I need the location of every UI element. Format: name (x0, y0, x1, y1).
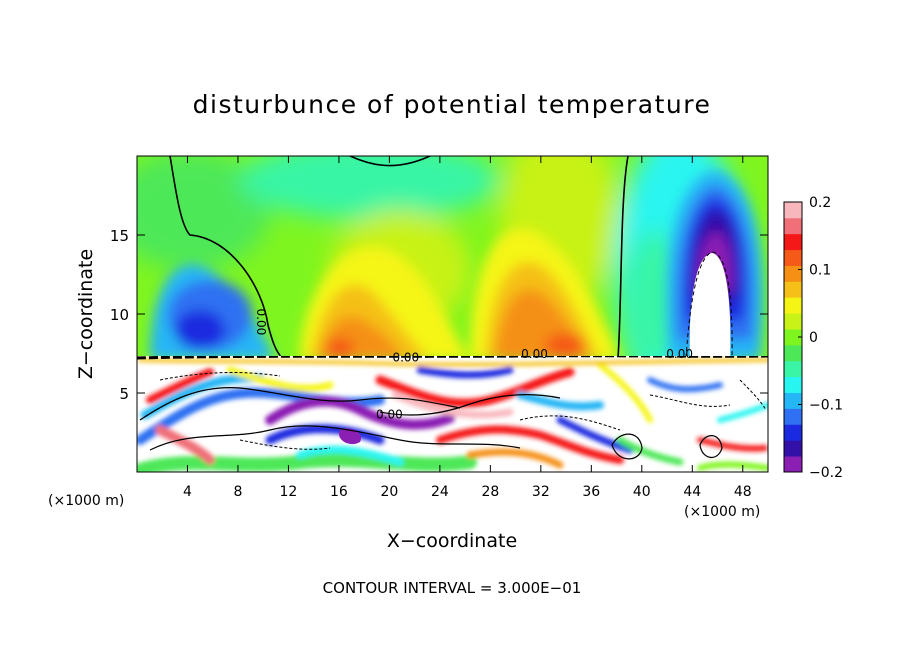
x-tick-label: 20 (380, 484, 398, 500)
x-axis: 4 8 12 16 20 24 28 32 36 40 44 48 (183, 156, 752, 500)
colorbar-swatch (784, 344, 802, 362)
upper-region (137, 156, 768, 358)
x-axis-unit-right: (×1000 m) (684, 504, 760, 520)
x-axis-unit-left: (×1000 m) (48, 493, 124, 509)
y-axis-title: Z−coordinate (75, 249, 97, 379)
x-tick-label: 28 (481, 484, 499, 500)
x-tick-label: 24 (431, 484, 449, 500)
x-tick-label: 12 (280, 484, 298, 500)
colorbar-tick-label: −0.1 (809, 398, 843, 414)
x-tick-label: 8 (233, 484, 242, 500)
contour-label: 0.00 (254, 309, 268, 336)
colorbar-swatch (784, 440, 802, 457)
contour-label: 0.00 (666, 347, 693, 361)
colorbar-swatch (784, 408, 802, 425)
x-tick-label: 44 (683, 484, 701, 500)
x-tick-label: 48 (734, 484, 752, 500)
x-tick-label: 40 (633, 484, 651, 500)
colorbar-swatch (784, 281, 802, 298)
x-tick-label: 4 (183, 484, 192, 500)
contour-label: 0.00 (521, 347, 548, 361)
contour-interval-note: CONTOUR INTERVAL = 3.000E−01 (323, 579, 582, 597)
colorbar-swatch (784, 376, 802, 393)
colorbar-swatch (784, 265, 802, 282)
colorbar-swatch (784, 329, 802, 346)
colorbar-tick-label: 0.2 (809, 195, 831, 211)
chart-title: disturbunce of potential temperature (193, 90, 712, 119)
x-tick-label: 16 (330, 484, 348, 500)
y-tick-label: 10 (110, 306, 129, 324)
colorbar-swatch (784, 249, 802, 266)
colorbar-swatch (784, 202, 802, 219)
colorbar: −0.2 −0.1 0 0.1 0.2 (783, 195, 843, 481)
heatmap-field (137, 156, 768, 472)
colorbar-tick-label: 0.1 (809, 263, 831, 279)
y-tick-label: 15 (110, 227, 129, 245)
contour-label: 0.00 (376, 407, 403, 421)
colorbar-tick-label: 0 (809, 330, 818, 346)
colorbar-swatch (784, 233, 802, 251)
colorbar-swatch (784, 217, 802, 235)
y-axis: 5 10 15 (110, 227, 768, 403)
x-axis-title: X−coordinate (387, 530, 517, 552)
colorbar-tick-label: −0.2 (809, 465, 843, 481)
colorbar-swatch (784, 424, 802, 441)
x-tick-label: 32 (532, 484, 550, 500)
y-tick-label: 5 (119, 385, 129, 403)
colorbar-swatch (784, 313, 802, 330)
colorbar-swatch (784, 360, 802, 378)
contour-label: 0.00 (392, 350, 419, 364)
colorbar-swatch (784, 456, 802, 473)
colorbar-swatch (784, 297, 802, 314)
colorbar-swatch (784, 392, 802, 409)
x-tick-label: 36 (582, 484, 600, 500)
contour-labels: 0.00 0.00 0.00 0.00 0.00 (254, 309, 693, 422)
lower-region (137, 356, 768, 472)
